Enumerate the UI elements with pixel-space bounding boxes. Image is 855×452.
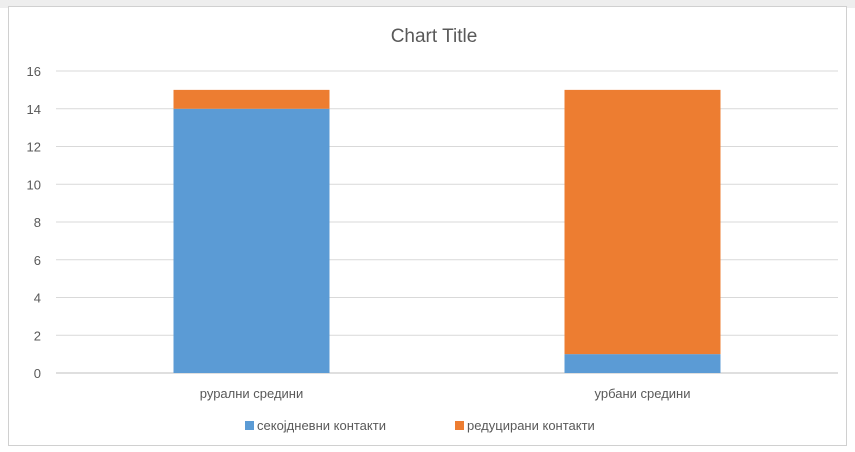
- window-top-edge: [0, 0, 855, 8]
- legend-swatch: [245, 421, 254, 430]
- y-tick-label: 2: [34, 328, 41, 343]
- y-tick-label: 6: [34, 253, 41, 268]
- bar-segment-daily-1: [173, 108, 330, 373]
- legend: секојдневни контакти редуцирани контакти: [245, 418, 595, 433]
- legend-label: секојдневни контакти: [257, 418, 386, 433]
- gridlines: [56, 70, 838, 374]
- y-tick-label: 10: [27, 177, 41, 192]
- y-tick-label: 16: [27, 64, 41, 79]
- x-axis-category-labels: рурални средини урбани средини: [200, 386, 691, 401]
- x-category-label: рурални средини: [200, 386, 304, 401]
- y-tick-label: 4: [34, 291, 41, 306]
- y-tick-label: 14: [27, 102, 41, 117]
- legend-label: редуцирани контакти: [467, 418, 595, 433]
- bars: [173, 89, 721, 373]
- y-axis-tick-labels: 0 2 4 6 8 10 12 14 16: [27, 64, 41, 381]
- y-tick-label: 0: [34, 366, 41, 381]
- bar-segment-daily-2: [564, 354, 721, 373]
- y-tick-label: 8: [34, 215, 41, 230]
- bar-segment-reduced-2: [564, 89, 721, 355]
- bar-segment-reduced-1: [173, 89, 330, 109]
- chart-title: Chart Title: [391, 26, 478, 47]
- y-tick-label: 12: [27, 140, 41, 155]
- legend-swatch: [455, 421, 464, 430]
- x-category-label: урбани средини: [595, 386, 691, 401]
